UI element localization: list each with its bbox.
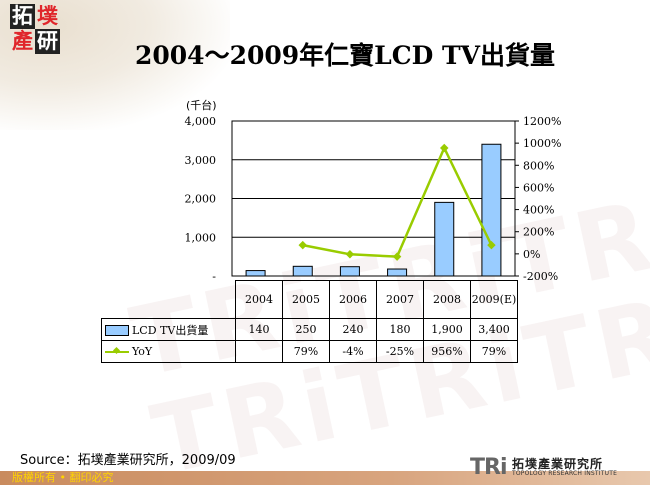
y2-axis-tick-label: 600%: [523, 181, 554, 194]
logo-char-1: 拓: [10, 4, 35, 29]
table-value-cell: 956%: [423, 340, 471, 363]
bar-legend-swatch-icon: [105, 325, 129, 336]
bar-2005: [292, 265, 313, 277]
yoy-line: [302, 145, 493, 258]
footer-bar: 版權所有 • 翻印必究: [0, 471, 650, 485]
bar-2007: [387, 268, 408, 277]
y2-axis-tick-label: -200%: [523, 270, 558, 283]
background-map-decoration: [0, 0, 230, 130]
source-note: Source：拓墣產業研究所，2009/09: [20, 453, 236, 468]
y2-axis-tick-label: 0%: [523, 248, 540, 261]
legend-shipments-label: LCD TV出貨量: [132, 323, 209, 337]
table-value-cell: 79%: [470, 340, 518, 363]
table-value-cell: -25%: [376, 340, 424, 363]
table-value-cell: 250: [282, 318, 330, 341]
tri-logo-mark: TRi: [470, 455, 507, 480]
bar-2008: [434, 201, 455, 277]
bar-2004: [245, 270, 266, 277]
yoy-marker-icon: [392, 252, 402, 261]
yoy-marker-icon: [345, 250, 355, 259]
table-corner-cell: [101, 280, 236, 319]
table-year-cell: 2005: [282, 280, 330, 319]
y2-axis-tick-label: 400%: [523, 204, 554, 217]
table-value-cell: -4%: [329, 340, 377, 363]
y-axis-tick-label: 4,000: [185, 115, 217, 128]
yoy-marker-icon: [440, 143, 449, 153]
logo-char-4: 研: [35, 29, 60, 54]
logo-char-3: 產: [12, 29, 33, 53]
y2-axis-tick-label: 800%: [523, 159, 554, 172]
table-value-cell: 180: [376, 318, 424, 341]
y2-axis-tick-label: 1000%: [523, 137, 561, 150]
tri-logo-cn: 拓墣產業研究所: [512, 457, 604, 471]
header-logo: 拓 墣 產 研: [10, 4, 60, 54]
chart-data-table: 2004 2005 2006 2007 2008 2009(E) LCD TV出…: [101, 280, 518, 363]
legend-shipments: LCD TV出貨量: [101, 318, 236, 341]
tri-logo-en: TOPOLOGY RESEARCH INSTITUTE: [512, 470, 618, 477]
table-value-cell: [235, 340, 283, 363]
bar-2006: [339, 266, 360, 277]
y-axis-tick-label: 1,000: [185, 231, 217, 244]
table-year-cell: 2009(E): [470, 280, 518, 319]
y-axis-tick-label: -: [212, 270, 216, 283]
y-axis-tick-label: 2,000: [185, 193, 217, 206]
table-year-cell: 2006: [329, 280, 377, 319]
yoy-marker-icon: [487, 240, 496, 250]
combo-chart: - 1,000 2,000 3,000 4,000 -200% 0% 200% 400% 600%…: [185, 115, 562, 283]
table-value-cell: 79%: [282, 340, 330, 363]
logo-char-2: 墣: [37, 4, 58, 28]
legend-yoy: YoY: [101, 340, 236, 363]
table-value-cell: 140: [235, 318, 283, 341]
y-axis-tick-label: 3,000: [185, 154, 217, 167]
table-year-cell: 2008: [423, 280, 471, 319]
table-value-cell: 1,900: [423, 318, 471, 341]
table-row-yoy: YoY 79% -4% -25% 956% 79%: [101, 340, 518, 363]
legend-yoy-label: YoY: [132, 345, 153, 358]
tri-brand-logo: TRi 拓墣產業研究所 TOPOLOGY RESEARCH INSTITUTE: [470, 455, 650, 485]
y2-axis-tick-label: 200%: [523, 226, 554, 239]
table-value-cell: 240: [329, 318, 377, 341]
table-year-cell: 2007: [376, 280, 424, 319]
plot-area-border: [231, 120, 516, 277]
page-title: 2004～2009年仁寶LCD TV出貨量: [134, 41, 556, 70]
yoy-marker-icon: [298, 240, 307, 250]
y-axis-unit-label: (千台): [186, 99, 217, 112]
copyright-text: 版權所有 • 翻印必究: [12, 471, 114, 484]
y2-axis-tick-label: 1200%: [523, 115, 561, 128]
tri-logo-mark-text: TRi: [470, 455, 507, 480]
line-legend-marker-icon: [105, 351, 129, 353]
table-row-shipments: LCD TV出貨量 140 250 240 180 1,900 3,400: [101, 318, 518, 341]
table-year-cell: 2004: [235, 280, 283, 319]
bar-2009(E): [481, 143, 502, 277]
table-value-cell: 3,400: [470, 318, 518, 341]
table-row-years: 2004 2005 2006 2007 2008 2009(E): [101, 280, 518, 319]
